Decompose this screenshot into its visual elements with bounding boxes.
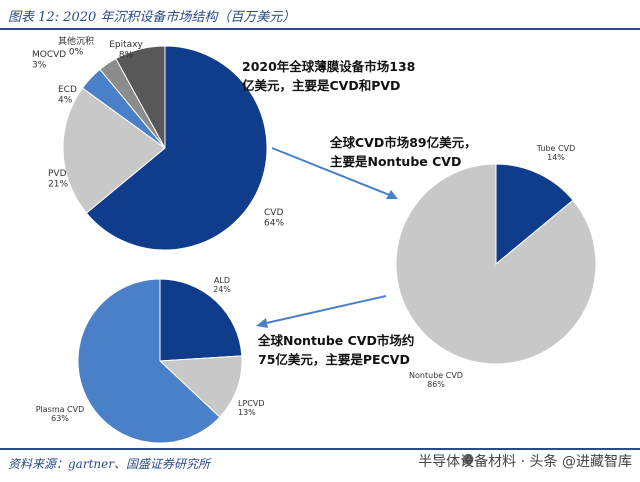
annotation-cvd-line2: 主要是Nontube CVD xyxy=(330,154,461,169)
pie-slice-tube-cvd xyxy=(495,163,574,266)
watermark: 半导体设备材料 · 头条 @进藏智库 xyxy=(418,454,632,470)
slice-label-tube-cvd: Tube CVD 14% xyxy=(536,144,576,162)
slice-label-mocvd: MOCVD 3% xyxy=(32,50,66,70)
slice-label-cvd: CVD 64% xyxy=(264,208,284,228)
slice-label-lpcvd: LPCVD 13% xyxy=(238,399,265,417)
figure-title: 图表 12: 2020 年沉积设备市场结构（百万美元） xyxy=(8,10,296,25)
arrow-to-cvd-pie xyxy=(271,147,398,199)
pie-slice-epitaxy xyxy=(115,45,166,149)
pie-slice-ald xyxy=(159,278,243,362)
pie-slice-plasma-cvd xyxy=(77,278,221,444)
source-note: 资料来源：gartner、国盛证券研究所 xyxy=(8,457,210,471)
pie-thin-film-market: CVD 64% PVD 21% ECD 4% MOCVD 3%其他沉积 0% Epitaxy 8% xyxy=(32,35,284,251)
pie-nontube-cvd-market: ALD 24% LPCVD 13% Plasma CVD 63% xyxy=(36,276,265,444)
pie-cvd-market: Tube CVD 14% Nontube CVD 86% xyxy=(395,144,597,389)
slice-label-ecd: ECD 4% xyxy=(58,85,77,105)
annotation-thin-film-line2: 亿美元，主要是CVD和PVD xyxy=(242,78,400,93)
pie-slice-lpcvd xyxy=(158,355,243,418)
annotation-thin-film-line1: 2020年全球薄膜设备市场138 xyxy=(242,59,415,74)
bottom-rule xyxy=(0,448,640,450)
slice-label-plasma-cvd: Plasma CVD 63% xyxy=(36,405,85,423)
slice-label-nontube-cvd: Nontube CVD 86% xyxy=(409,371,463,389)
annotation-nontube-line1: 全球Nontube CVD市场约 xyxy=(257,333,414,348)
annotation-cvd-line1: 全球CVD市场89亿美元， xyxy=(329,135,477,150)
annotation-nontube-line2: 75亿美元，主要是PECVD xyxy=(258,352,410,367)
pie-slice-nontube-cvd xyxy=(395,163,597,365)
arrow-to-nontube-pie xyxy=(256,295,387,328)
pie-slice-cvd xyxy=(85,45,268,251)
slice-label-ald: ALD 24% xyxy=(213,276,231,294)
slice-label-其他沉积: 其他沉积 0% xyxy=(58,35,94,57)
wechat-icon: ● xyxy=(462,451,475,467)
slice-label-pvd: PVD 21% xyxy=(48,169,68,189)
slice-label-epitaxy: Epitaxy 8% xyxy=(109,40,143,60)
title-rule xyxy=(0,28,640,30)
pie-slice-pvd xyxy=(62,87,166,214)
